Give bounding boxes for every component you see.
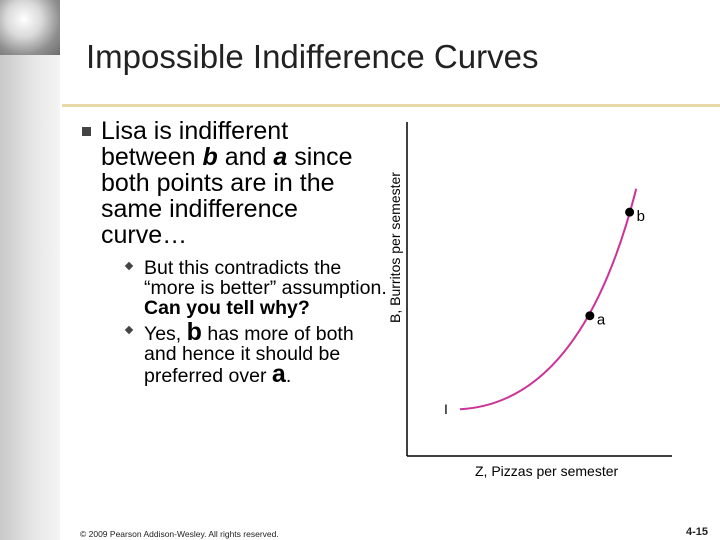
sub-bullet-2-end: . <box>285 365 292 387</box>
y-axis-label: B, Burritos per semester <box>387 172 403 323</box>
title-underline <box>62 104 720 107</box>
bullet-list: Lisa is indifferent between b and a sinc… <box>82 117 388 388</box>
bullet-main-b: b <box>202 143 218 171</box>
bullet-main-a: a <box>273 143 288 171</box>
diamond-bullet-icon <box>124 261 134 271</box>
sub-bullet-2-prefix: Yes, <box>144 323 187 345</box>
sub-bullet-2-a: a <box>271 360 286 388</box>
point-b-dot <box>625 207 635 217</box>
bullet-main-suffix: since both points are in the same indiff… <box>101 143 353 249</box>
slide-title: Impossible Indifference Curves <box>86 38 539 75</box>
indifference-curve <box>459 188 638 411</box>
sub-bullet-2-middle: has more of both and hence it should be … <box>144 323 354 387</box>
page-number: 4-15 <box>685 526 708 538</box>
diamond-bullet-icon <box>124 325 134 335</box>
sub-bullet-1-bold: Can you tell why? <box>144 297 310 319</box>
curve-label: I <box>444 401 448 417</box>
sub-bullet-2: Yes, b has more of both and hence it sho… <box>124 320 388 388</box>
bullet-main: Lisa is indifferent between b and a sinc… <box>82 117 388 249</box>
left-decor-bar <box>0 0 60 540</box>
sub-bullet-1: But this contradicts the “more is better… <box>124 257 388 319</box>
square-bullet-icon <box>82 127 91 136</box>
copyright-footer: © 2009 Pearson Addison-Wesley. All right… <box>80 529 279 539</box>
x-axis-label: Z, Pizzas per semester <box>475 463 618 479</box>
sub-bullet-2-b: b <box>186 318 202 346</box>
glass-cube-logo <box>0 0 60 55</box>
point-b-label: b <box>637 208 645 225</box>
point-a-dot <box>585 311 595 321</box>
bullet-main-mid: and <box>217 143 274 171</box>
indifference-chart: B, Burritos per semester I b a Z, Pizzas … <box>387 122 672 479</box>
bullet-main-prefix: Lisa is indifferent between <box>101 117 289 171</box>
point-a-label: a <box>597 312 606 329</box>
sub-bullet-1-text: But this contradicts the “more is better… <box>144 257 387 299</box>
